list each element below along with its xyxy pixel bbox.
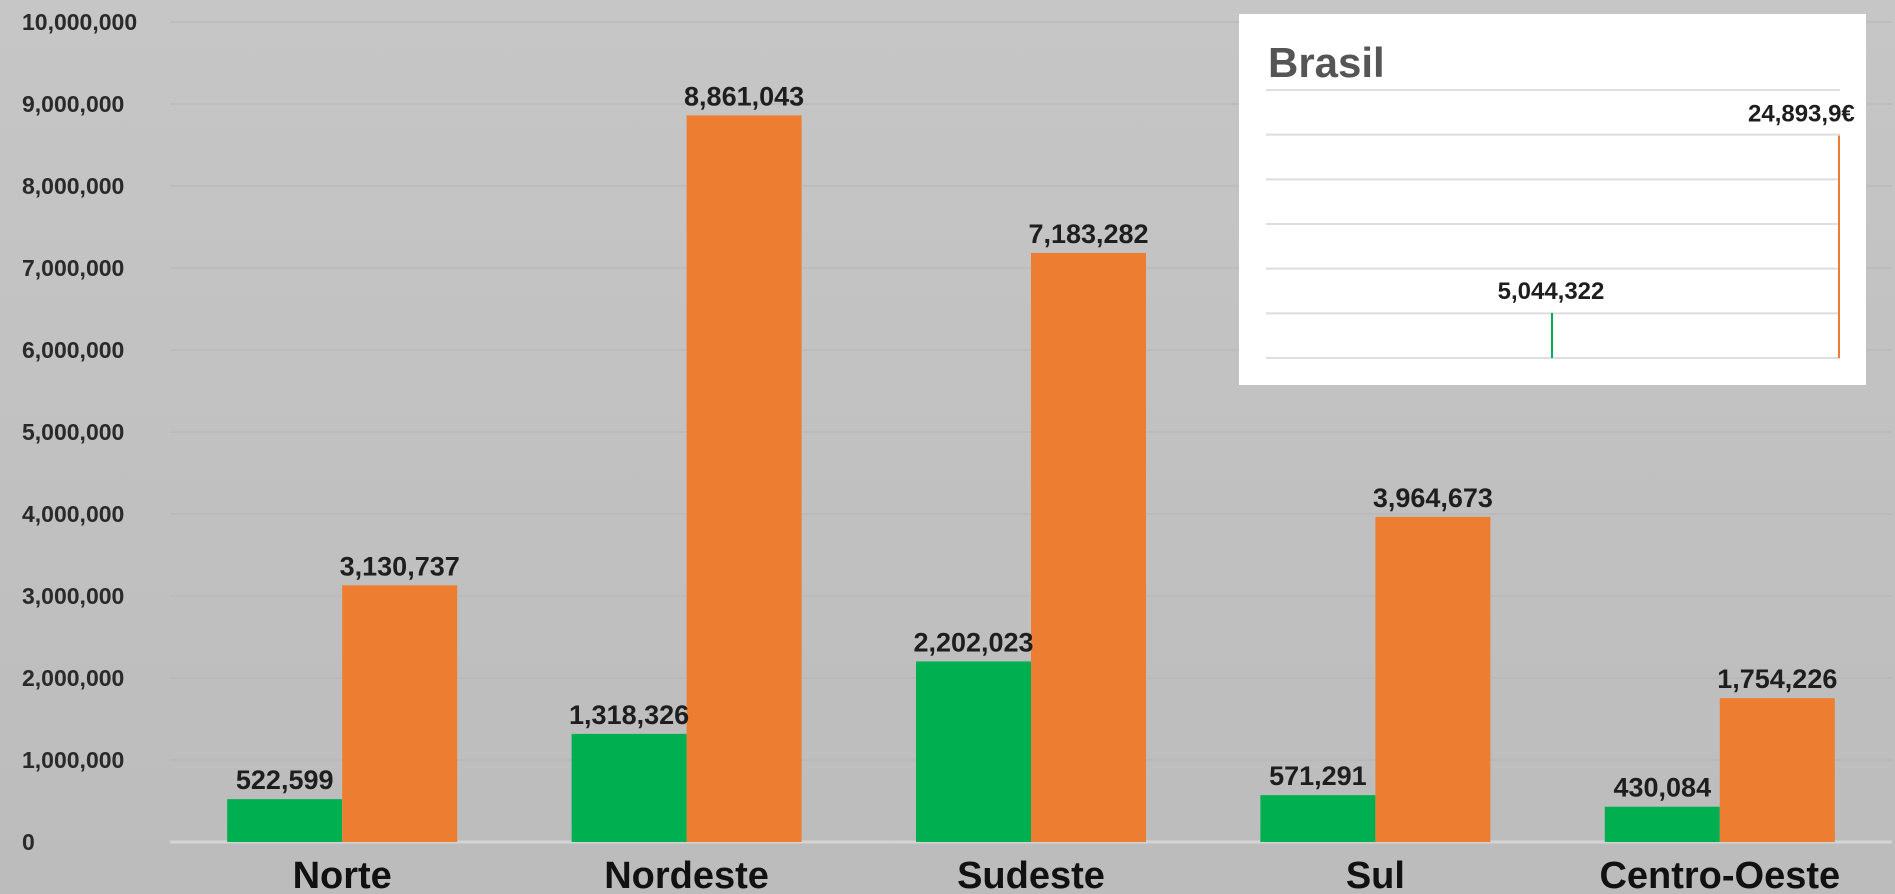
data-label: 2,202,023 [913,627,1033,657]
inset-data-label: 5,044,322 [1498,278,1605,305]
data-label: 430,084 [1613,773,1711,803]
data-label: 8,861,043 [684,81,804,111]
y-tick-label: 9,000,000 [22,91,124,117]
bar [1260,795,1376,842]
inset-bar [1838,135,1840,358]
y-tick-label: 0 [22,829,35,855]
y-tick-label: 6,000,000 [22,337,124,363]
x-tick-label: Norte [293,855,392,894]
y-tick-label: 1,000,000 [22,747,124,773]
bar [227,799,343,842]
y-tick-label: 2,000,000 [22,665,124,691]
y-tick-label: 4,000,000 [22,501,124,527]
x-tick-label: Nordeste [604,855,769,894]
x-tick-label: Sudeste [957,855,1105,894]
data-label: 7,183,282 [1028,219,1148,249]
inset-chart-brasil: Brasil 5,044,322 24,893,9€ [1239,14,1866,385]
data-label: 571,291 [1269,761,1367,791]
bar [1375,516,1491,842]
y-tick-label: 5,000,000 [22,419,124,445]
inset-data-label: 24,893,9€ [1748,101,1855,128]
y-tick-label: 8,000,000 [22,173,124,199]
bar [916,661,1031,842]
inset-bar [1551,312,1553,358]
y-tick-label: 3,000,000 [22,583,124,609]
data-label: 3,964,673 [1373,483,1493,513]
bar [571,733,687,842]
x-tick-label: Sul [1346,855,1405,894]
bar [686,115,802,842]
bar [342,585,458,842]
inset-title: Brasil [1268,39,1385,86]
y-tick-label: 7,000,000 [22,255,124,281]
y-tick-label: 10,000,000 [22,9,137,35]
x-tick-label: Centro-Oeste [1599,855,1840,894]
data-label: 522,599 [236,765,334,795]
bar [1719,698,1835,842]
data-label: 3,130,737 [340,551,460,581]
data-label: 1,318,326 [569,700,689,730]
data-label: 1,754,226 [1717,664,1837,694]
bar [1604,806,1720,842]
bar [1031,252,1146,842]
